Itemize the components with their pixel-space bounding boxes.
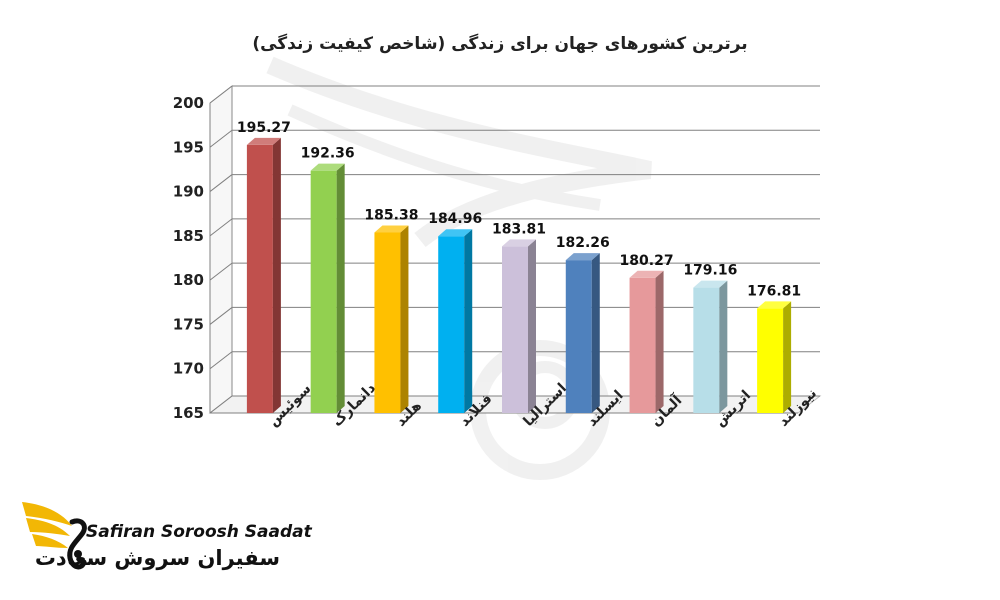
gridline-diagonal <box>209 174 233 192</box>
gridline-diagonal <box>209 218 233 237</box>
bar <box>310 170 337 413</box>
value-label: 183.81 <box>492 221 546 237</box>
gridline-diagonal <box>209 395 233 414</box>
bar <box>693 287 720 413</box>
gridline-diagonal <box>209 129 233 148</box>
logo-persian-text: سفیران سروش سعادت <box>34 546 280 570</box>
bar-side <box>400 225 409 413</box>
gridline-diagonal <box>209 262 233 281</box>
chart-title: برترین کشورهای جهان برای زندگی (شاخص کیف… <box>252 34 748 54</box>
bird-logo-icon <box>22 502 87 570</box>
bar-top <box>693 280 728 288</box>
bar <box>502 246 528 413</box>
logo-latin-text: Safiran Soroosh Saadat <box>86 522 312 542</box>
bar-side <box>464 229 473 413</box>
y-axis-ticks: 165 170 175 180 185 190 195 200 <box>173 94 204 422</box>
value-label: 180.27 <box>620 253 674 269</box>
bar <box>438 236 465 413</box>
bar <box>757 308 784 413</box>
bar-side <box>655 270 664 413</box>
bars <box>246 137 792 413</box>
bar-side <box>783 301 792 413</box>
y-tick-label: 175 <box>173 315 204 333</box>
value-label: 192.36 <box>301 146 355 162</box>
value-label: 185.38 <box>364 207 418 223</box>
bar <box>565 260 592 413</box>
bar-side <box>528 239 536 413</box>
value-label: 195.27 <box>237 120 291 136</box>
y-tick-label: 185 <box>173 227 204 245</box>
y-tick-label: 200 <box>173 94 204 112</box>
bar-top <box>438 229 473 237</box>
bar <box>246 144 273 413</box>
gridline-diagonal <box>209 307 233 325</box>
bar-top <box>246 137 281 145</box>
y-tick-label: 180 <box>173 271 204 289</box>
bar-top <box>565 253 600 261</box>
bar-side <box>272 137 281 413</box>
bar <box>629 277 656 413</box>
value-label: 184.96 <box>428 211 482 227</box>
bar-side <box>336 163 345 413</box>
bar-top <box>757 301 792 309</box>
value-label: 176.81 <box>747 283 801 299</box>
gridline-diagonal <box>209 85 233 104</box>
company-logo: Safiran Soroosh Saadat سفیران سروش سعادت <box>20 492 312 582</box>
bar <box>374 232 401 413</box>
gridline-diagonal <box>209 351 233 370</box>
side-wall <box>209 84 233 415</box>
bar-side <box>719 280 728 413</box>
bar-side <box>591 253 600 413</box>
value-label: 179.16 <box>683 263 737 279</box>
value-label: 182.26 <box>556 235 610 251</box>
bar-top <box>374 225 409 233</box>
y-tick-label: 195 <box>173 138 204 156</box>
bar-top <box>310 163 345 171</box>
y-tick-label: 190 <box>173 183 204 201</box>
bar-top <box>502 239 536 247</box>
y-tick-label: 165 <box>173 404 204 422</box>
y-tick-label: 170 <box>173 360 204 378</box>
bar-top <box>629 270 664 278</box>
value-labels: 195.27 192.36 185.38 184.96 183.81 182.26 180.… <box>237 120 801 300</box>
